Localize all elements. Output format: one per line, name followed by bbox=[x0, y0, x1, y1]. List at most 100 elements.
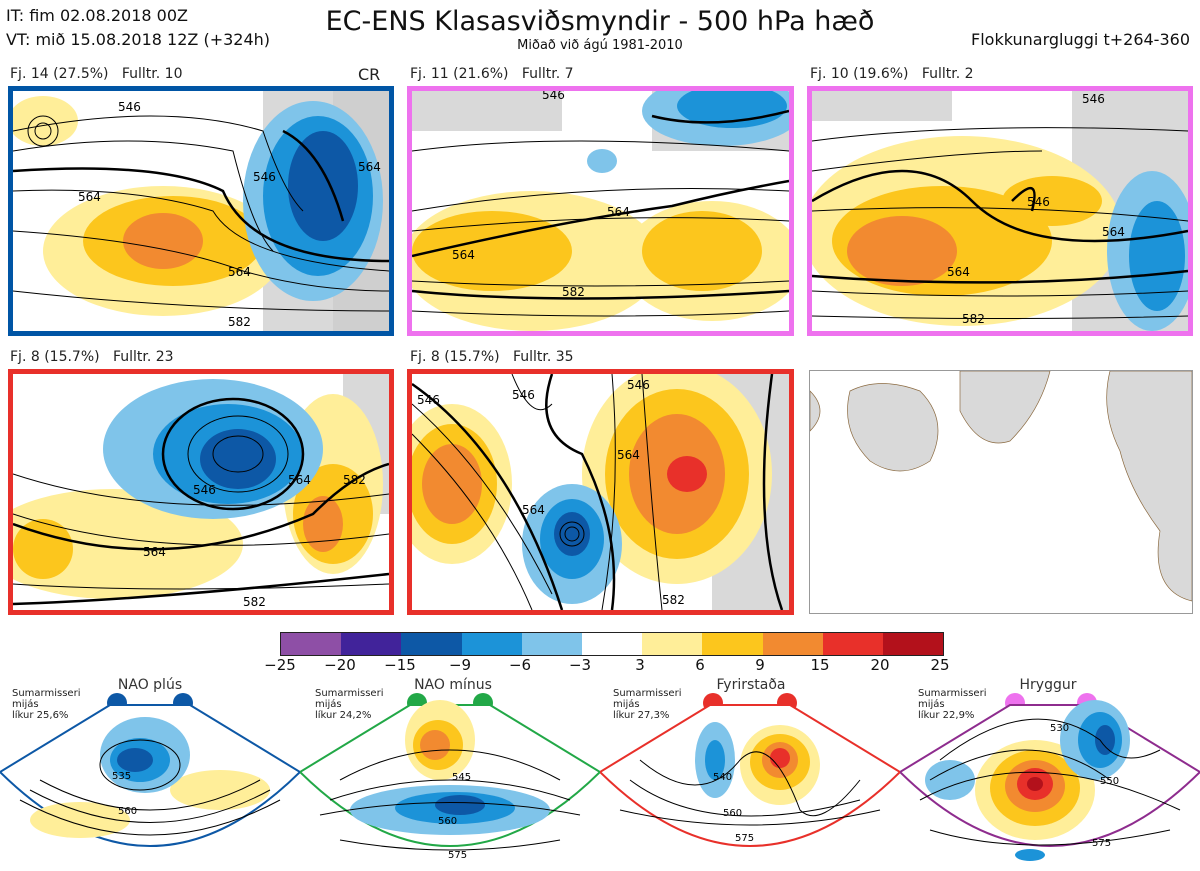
contour-label: 564 bbox=[522, 503, 545, 517]
colorbar-swatch bbox=[581, 633, 643, 655]
panel-5-label: Fj. 8 (15.7%) Fulltr. 35 bbox=[410, 349, 574, 365]
contour-label: 564 bbox=[358, 160, 381, 174]
regime-season: Sumarmisseri bbox=[613, 688, 682, 699]
contour-label: 535 bbox=[112, 771, 131, 782]
cluster-map-5: 546 564 564 546 546 582 bbox=[407, 369, 794, 615]
colorbar-tick: 20 bbox=[870, 656, 890, 674]
contour-label: 530 bbox=[1050, 723, 1069, 734]
colorbar-swatch bbox=[702, 633, 763, 655]
colorbar-tick: −9 bbox=[448, 656, 472, 674]
cluster-map-2-plot: 546 564 564 582 bbox=[412, 91, 789, 331]
regime-1-map: 535 560 bbox=[0, 704, 300, 847]
colorbar-swatch bbox=[762, 633, 823, 655]
colorbar-swatch bbox=[822, 633, 883, 655]
contour-label: 560 bbox=[118, 806, 137, 817]
regime-4-title: Hryggur bbox=[1019, 677, 1077, 693]
contour-label: 575 bbox=[448, 850, 467, 861]
empty-map-panel bbox=[809, 370, 1193, 614]
regime-4-map: 530 550 575 bbox=[900, 700, 1200, 861]
contour-label: 582 bbox=[662, 593, 685, 607]
cluster-map-3: 546 546 564 564 582 bbox=[807, 86, 1193, 336]
contour-label: 546 bbox=[1082, 92, 1105, 106]
contour-label: 546 bbox=[193, 483, 216, 497]
contour-label: 582 bbox=[243, 595, 266, 609]
colorbar-tick: 6 bbox=[695, 656, 705, 674]
panel-2-label: Fj. 11 (21.6%) Fulltr. 7 bbox=[410, 66, 574, 82]
colorbar-tick: −25 bbox=[264, 656, 296, 674]
colorbar bbox=[280, 632, 944, 656]
contour-label: 546 bbox=[512, 388, 535, 402]
contour-label: 564 bbox=[947, 265, 970, 279]
empty-map-plot bbox=[810, 371, 1192, 602]
regime-period: mijás bbox=[315, 699, 342, 710]
regime-probability: líkur 27,3% bbox=[613, 710, 670, 721]
contour-label: 546 bbox=[253, 170, 276, 184]
colorbar-tick: −15 bbox=[384, 656, 416, 674]
colorbar-tick: 25 bbox=[930, 656, 950, 674]
contour-label: 564 bbox=[607, 205, 630, 219]
contour-label: 560 bbox=[723, 808, 742, 819]
colorbar-tick: 15 bbox=[810, 656, 830, 674]
contour-label: 546 bbox=[1027, 195, 1050, 209]
colorbar-swatch bbox=[401, 633, 462, 655]
regime-probability: líkur 22,9% bbox=[918, 710, 975, 721]
colorbar-swatch bbox=[341, 633, 402, 655]
panel-1-label: Fj. 14 (27.5%) Fulltr. 10 bbox=[10, 66, 183, 82]
colorbar-swatch bbox=[281, 633, 342, 655]
regime-season: Sumarmisseri bbox=[918, 688, 987, 699]
initial-time: IT: fim 02.08.2018 00Z bbox=[6, 6, 188, 25]
contour-label: 564 bbox=[78, 190, 101, 204]
cluster-map-3-plot: 546 546 564 564 582 bbox=[812, 91, 1188, 331]
run-info: IT: fim 02.08.2018 00Z VT: mið 15.08.201… bbox=[6, 4, 270, 52]
regime-season: Sumarmisseri bbox=[315, 688, 384, 699]
regime-1-title: NAO plús bbox=[117, 677, 183, 693]
cluster-map-1: 546 564 564 582 546 564 bbox=[8, 86, 394, 336]
cluster-map-1-plot: 546 564 564 582 546 564 bbox=[13, 91, 389, 331]
contour-label: 564 bbox=[1102, 225, 1125, 239]
contour-label: 575 bbox=[1092, 838, 1111, 849]
panel-4-label: Fj. 8 (15.7%) Fulltr. 23 bbox=[10, 349, 174, 365]
contour-label: 564 bbox=[617, 448, 640, 462]
regime-2-map: 545 560 575 bbox=[300, 700, 600, 861]
contour-label: 575 bbox=[735, 833, 754, 844]
cluster-map-2: 546 564 564 582 bbox=[407, 86, 794, 336]
regime-2-title: NAO mínus bbox=[414, 677, 492, 693]
colorbar-ticks: −25 −20 −15 −9 −6 −3 3 6 9 15 20 25 bbox=[260, 656, 962, 676]
contour-label: 546 bbox=[627, 378, 650, 392]
regime-3-title: Fyrirstaða bbox=[716, 677, 786, 693]
page-subtitle: Miðað við ágú 1981-2010 bbox=[517, 38, 683, 53]
colorbar-tick: −3 bbox=[568, 656, 592, 674]
contour-label: 564 bbox=[228, 265, 251, 279]
regime-probability: líkur 25,6% bbox=[12, 710, 69, 721]
contour-label: 582 bbox=[962, 312, 985, 326]
cluster-map-5-plot: 546 564 564 546 546 582 bbox=[412, 374, 789, 610]
colorbar-swatch bbox=[882, 633, 944, 655]
classification-window: Flokkunargluggi t+264-360 bbox=[971, 30, 1190, 49]
contour-label: 545 bbox=[452, 772, 471, 783]
regime-1-info: Sumarmisseri mijás líkur 25,6% bbox=[12, 688, 80, 721]
regime-4-info: Sumarmisseri mijás líkur 22,9% bbox=[918, 688, 986, 721]
contour-label: 560 bbox=[438, 816, 457, 827]
regime-period: mijás bbox=[918, 699, 945, 710]
cluster-map-4-plot: 546 564 582 564 582 bbox=[13, 374, 389, 609]
regime-probability: líkur 24,2% bbox=[315, 710, 372, 721]
colorbar-swatch bbox=[642, 633, 703, 655]
colorbar-swatch bbox=[521, 633, 582, 655]
panel-1-cr-label: CR bbox=[358, 65, 381, 84]
regime-period: mijás bbox=[613, 699, 640, 710]
regime-3-map: 540 560 575 bbox=[600, 704, 900, 847]
page-title: EC-ENS Klasasviðsmyndir - 500 hPa hæð bbox=[325, 6, 875, 37]
contour-label: 582 bbox=[343, 473, 366, 487]
contour-label: 564 bbox=[288, 473, 311, 487]
contour-label: 540 bbox=[713, 772, 732, 783]
colorbar-tick: −6 bbox=[508, 656, 532, 674]
contour-label: 546 bbox=[118, 100, 141, 114]
contour-label: 546 bbox=[542, 91, 565, 102]
contour-label: 564 bbox=[452, 248, 475, 262]
colorbar-swatch bbox=[461, 633, 522, 655]
contour-label: 550 bbox=[1100, 776, 1119, 787]
panel-3-label: Fj. 10 (19.6%) Fulltr. 2 bbox=[810, 66, 974, 82]
cluster-map-4: 546 564 582 564 582 bbox=[8, 369, 394, 615]
regime-3-info: Sumarmisseri mijás líkur 27,3% bbox=[613, 688, 681, 721]
colorbar-tick: 3 bbox=[635, 656, 645, 674]
